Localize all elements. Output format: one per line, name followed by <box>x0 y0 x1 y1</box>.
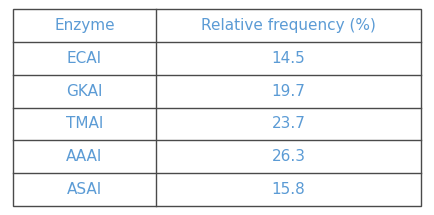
Text: 15.8: 15.8 <box>272 182 305 197</box>
Text: Enzyme: Enzyme <box>54 18 115 33</box>
Text: TMAI: TMAI <box>66 117 103 132</box>
Text: ASAI: ASAI <box>67 182 102 197</box>
Text: AAAI: AAAI <box>66 149 102 164</box>
Text: GKAI: GKAI <box>66 83 103 98</box>
Text: ECAI: ECAI <box>67 51 102 66</box>
Text: 23.7: 23.7 <box>271 117 306 132</box>
Text: Relative frequency (%): Relative frequency (%) <box>201 18 376 33</box>
Text: 14.5: 14.5 <box>272 51 305 66</box>
Text: 26.3: 26.3 <box>271 149 306 164</box>
Text: 19.7: 19.7 <box>271 83 306 98</box>
